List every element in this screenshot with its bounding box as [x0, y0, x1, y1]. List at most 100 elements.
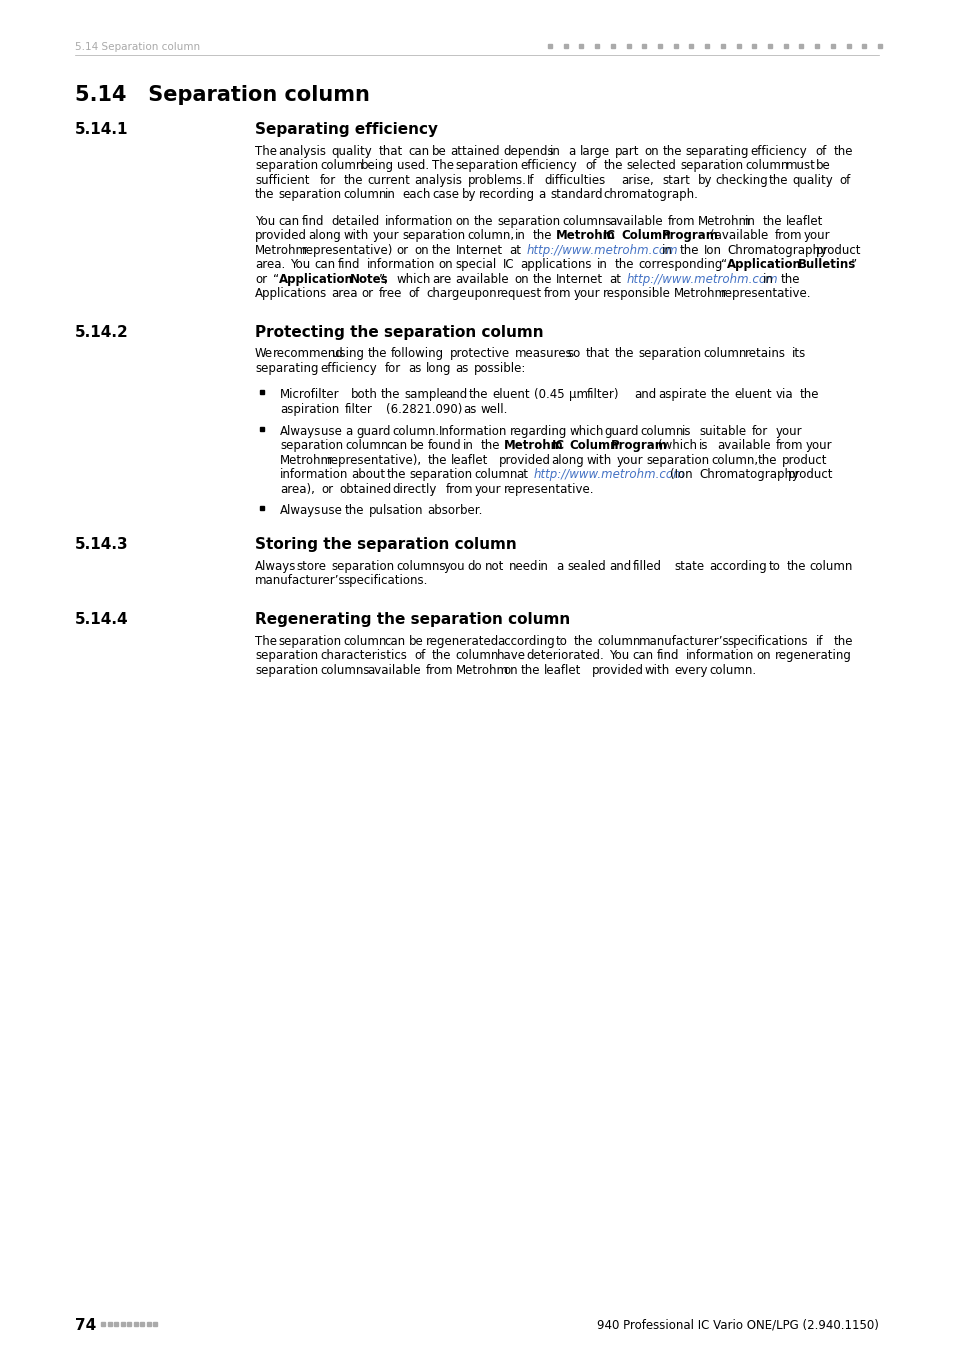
- Text: eluent: eluent: [492, 389, 530, 401]
- Text: the: the: [758, 454, 777, 467]
- Text: the: the: [468, 389, 488, 401]
- Text: do: do: [467, 560, 481, 572]
- Text: 5.14   Separation column: 5.14 Separation column: [75, 85, 370, 105]
- Text: if: if: [815, 634, 822, 648]
- Text: and: and: [609, 560, 631, 572]
- Text: the: the: [380, 389, 399, 401]
- Text: the: the: [761, 215, 781, 228]
- Text: separation: separation: [638, 347, 701, 360]
- Text: Metrohm: Metrohm: [674, 288, 726, 300]
- Text: separation: separation: [278, 634, 341, 648]
- Text: Storing the separation column: Storing the separation column: [254, 537, 517, 552]
- Text: problems.: problems.: [467, 174, 526, 186]
- Text: columns: columns: [561, 215, 611, 228]
- Text: a: a: [345, 425, 352, 437]
- Text: separation: separation: [254, 664, 317, 676]
- Text: find: find: [337, 258, 360, 271]
- Text: Always: Always: [254, 560, 296, 572]
- Text: The: The: [254, 144, 276, 158]
- Text: your: your: [373, 230, 399, 242]
- Text: in: in: [661, 244, 673, 256]
- Text: Metrohm: Metrohm: [697, 215, 750, 228]
- Text: your: your: [573, 288, 599, 300]
- Text: columns: columns: [319, 664, 369, 676]
- Text: large: large: [579, 144, 609, 158]
- Text: Metrohm: Metrohm: [280, 454, 333, 467]
- Text: analysis: analysis: [414, 174, 462, 186]
- Text: along: along: [551, 454, 583, 467]
- Text: (Ion: (Ion: [669, 468, 692, 481]
- Text: guard: guard: [356, 425, 391, 437]
- Text: for: for: [384, 362, 400, 375]
- Text: applications: applications: [520, 258, 592, 271]
- Text: must: must: [785, 159, 815, 173]
- Text: “: “: [720, 258, 727, 271]
- Text: column,: column,: [467, 230, 514, 242]
- Text: about: about: [351, 468, 385, 481]
- Text: is: is: [680, 425, 690, 437]
- Text: Bulletins: Bulletins: [798, 258, 856, 271]
- Text: IC: IC: [551, 439, 564, 452]
- Text: for: for: [319, 174, 335, 186]
- Text: or: or: [396, 244, 409, 256]
- Text: in: in: [537, 560, 549, 572]
- Text: columns: columns: [396, 560, 446, 572]
- Text: on: on: [644, 144, 659, 158]
- Text: of: of: [815, 144, 826, 158]
- Text: from: from: [667, 215, 695, 228]
- Text: Protecting the separation column: Protecting the separation column: [254, 325, 543, 340]
- Text: find: find: [302, 215, 324, 228]
- Text: which: which: [569, 425, 603, 437]
- Text: μm: μm: [569, 389, 588, 401]
- Text: responsible: responsible: [602, 288, 670, 300]
- Text: the: the: [710, 389, 730, 401]
- Text: absorber.: absorber.: [427, 505, 482, 517]
- Text: Applications: Applications: [254, 288, 327, 300]
- Text: (0.45: (0.45: [534, 389, 564, 401]
- Text: separation: separation: [332, 560, 395, 572]
- Text: recording: recording: [478, 188, 535, 201]
- Text: depends: depends: [502, 144, 553, 158]
- Text: area: area: [332, 288, 358, 300]
- Text: available: available: [716, 439, 770, 452]
- Text: request: request: [497, 288, 541, 300]
- Text: that: that: [585, 347, 609, 360]
- Text: so: so: [567, 347, 580, 360]
- Text: from: from: [543, 288, 571, 300]
- Text: provided: provided: [254, 230, 307, 242]
- Text: 74: 74: [75, 1318, 96, 1332]
- Text: IC: IC: [602, 230, 616, 242]
- Text: separation: separation: [456, 159, 518, 173]
- Text: the: the: [615, 258, 634, 271]
- Text: deteriorated.: deteriorated.: [526, 649, 603, 662]
- Text: from: from: [445, 483, 473, 495]
- Text: be: be: [410, 439, 424, 452]
- Text: filter: filter: [345, 404, 373, 416]
- Text: the: the: [345, 505, 364, 517]
- Text: specifications.: specifications.: [343, 574, 428, 587]
- Text: attained: attained: [449, 144, 498, 158]
- Text: quality: quality: [791, 174, 832, 186]
- Text: state: state: [674, 560, 703, 572]
- Text: IC: IC: [502, 258, 514, 271]
- Text: found: found: [427, 439, 461, 452]
- Text: regenerated: regenerated: [426, 634, 499, 648]
- Text: (6.2821.090): (6.2821.090): [386, 404, 462, 416]
- Text: use: use: [321, 505, 342, 517]
- Text: The: The: [254, 634, 276, 648]
- Text: separation: separation: [679, 159, 742, 173]
- Text: or: or: [254, 273, 267, 286]
- Text: Chromatography: Chromatography: [699, 468, 799, 481]
- Text: representative): representative): [302, 244, 394, 256]
- Text: specifications: specifications: [726, 634, 807, 648]
- Text: Metrohm: Metrohm: [504, 439, 563, 452]
- Text: on: on: [414, 244, 429, 256]
- Text: Column: Column: [620, 230, 670, 242]
- Text: for: for: [751, 425, 768, 437]
- Text: efficiency: efficiency: [520, 159, 577, 173]
- Text: according: according: [497, 634, 555, 648]
- Text: regenerating: regenerating: [774, 649, 850, 662]
- Text: case: case: [432, 188, 458, 201]
- Text: Application: Application: [726, 258, 801, 271]
- Text: from: from: [774, 230, 801, 242]
